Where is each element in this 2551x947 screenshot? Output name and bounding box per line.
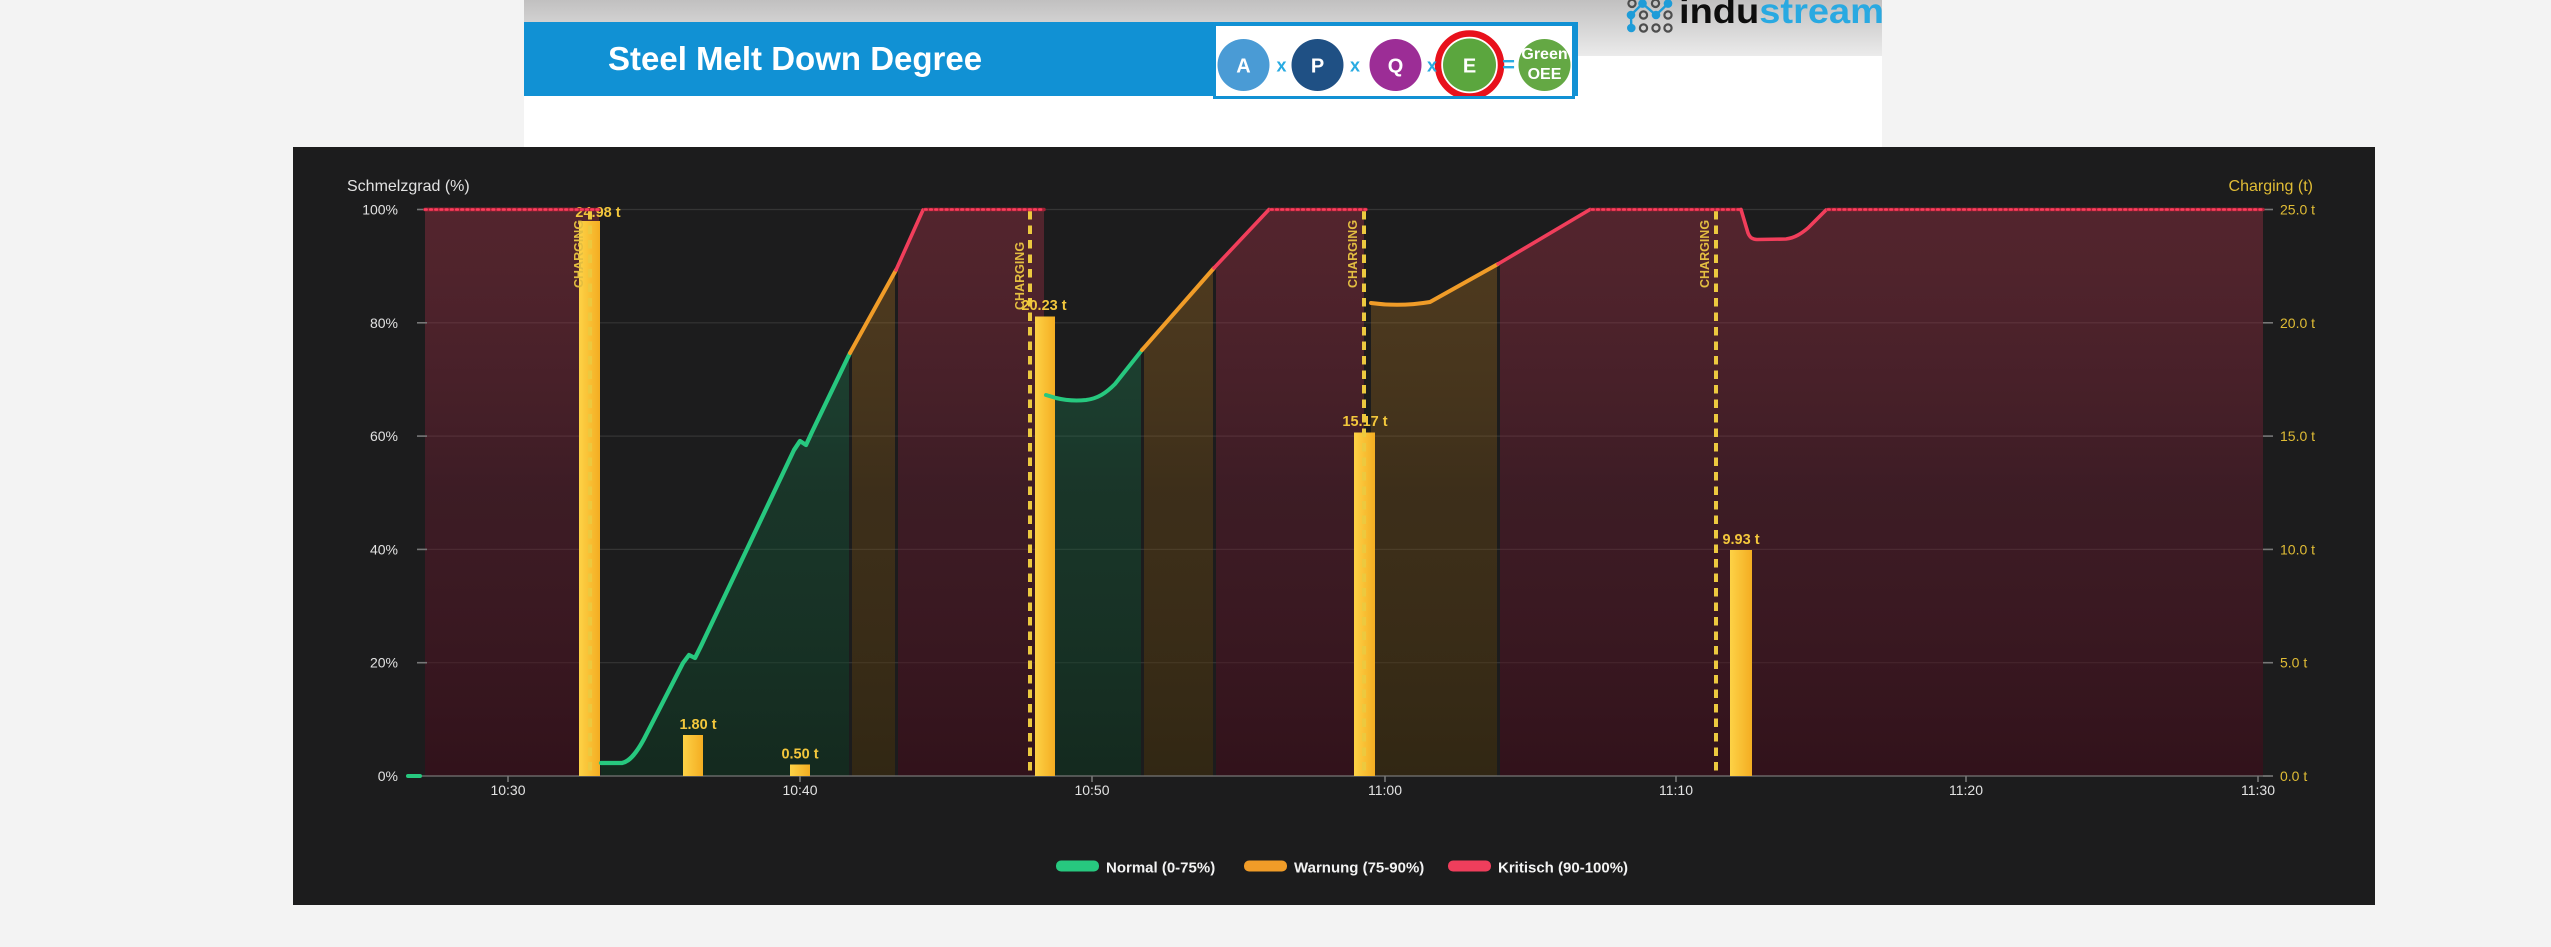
svg-text:Q: Q xyxy=(1388,56,1404,78)
svg-text:15.17 t: 15.17 t xyxy=(1342,414,1387,430)
svg-text:Normal (0-75%): Normal (0-75%) xyxy=(1106,860,1215,877)
svg-text:A: A xyxy=(1236,56,1250,78)
svg-text:9.93 t: 9.93 t xyxy=(1722,532,1759,548)
svg-text:5.0 t: 5.0 t xyxy=(2280,655,2307,671)
svg-text:11:30: 11:30 xyxy=(2241,782,2275,798)
svg-text:20%: 20% xyxy=(370,655,398,671)
svg-text:x: x xyxy=(1350,56,1360,76)
svg-text:OEE: OEE xyxy=(1528,66,1562,83)
svg-text:x: x xyxy=(1276,56,1286,76)
svg-text:10:30: 10:30 xyxy=(490,782,525,798)
svg-text:24.98 t: 24.98 t xyxy=(575,205,620,221)
svg-text:Green: Green xyxy=(1521,46,1567,63)
svg-text:20.23 t: 20.23 t xyxy=(1021,298,1066,314)
svg-text:1.80 t: 1.80 t xyxy=(679,717,716,733)
svg-text:10:40: 10:40 xyxy=(782,782,817,798)
svg-text:0.0 t: 0.0 t xyxy=(2280,768,2307,784)
svg-text:=: = xyxy=(1502,52,1515,77)
svg-text:11:20: 11:20 xyxy=(1949,782,1983,798)
svg-text:100%: 100% xyxy=(362,202,398,218)
svg-text:60%: 60% xyxy=(370,428,398,444)
svg-text:E: E xyxy=(1463,56,1476,78)
svg-text:40%: 40% xyxy=(370,541,398,557)
svg-text:80%: 80% xyxy=(370,315,398,331)
svg-text:10:50: 10:50 xyxy=(1074,782,1109,798)
svg-text:0%: 0% xyxy=(378,768,398,784)
svg-text:11:10: 11:10 xyxy=(1659,782,1693,798)
svg-text:CHARGING: CHARGING xyxy=(1013,242,1027,310)
svg-text:P: P xyxy=(1311,56,1324,78)
svg-text:CHARGING: CHARGING xyxy=(1346,220,1360,288)
svg-text:Schmelzgrad (%): Schmelzgrad (%) xyxy=(347,178,470,195)
svg-text:x: x xyxy=(1427,56,1437,76)
svg-text:Kritisch (90-100%): Kritisch (90-100%) xyxy=(1498,860,1628,877)
svg-text:10.0 t: 10.0 t xyxy=(2280,541,2315,557)
svg-text:Warnung (75-90%): Warnung (75-90%) xyxy=(1294,860,1424,877)
svg-text:15.0 t: 15.0 t xyxy=(2280,428,2315,444)
svg-text:25.0 t: 25.0 t xyxy=(2280,202,2315,218)
svg-text:11:00: 11:00 xyxy=(1368,782,1402,798)
svg-text:Charging (t): Charging (t) xyxy=(2229,178,2313,195)
svg-text:20.0 t: 20.0 t xyxy=(2280,315,2315,331)
svg-text:CHARGING: CHARGING xyxy=(1698,220,1712,288)
svg-text:CHARGING: CHARGING xyxy=(572,220,586,288)
svg-text:0.50 t: 0.50 t xyxy=(781,747,818,763)
